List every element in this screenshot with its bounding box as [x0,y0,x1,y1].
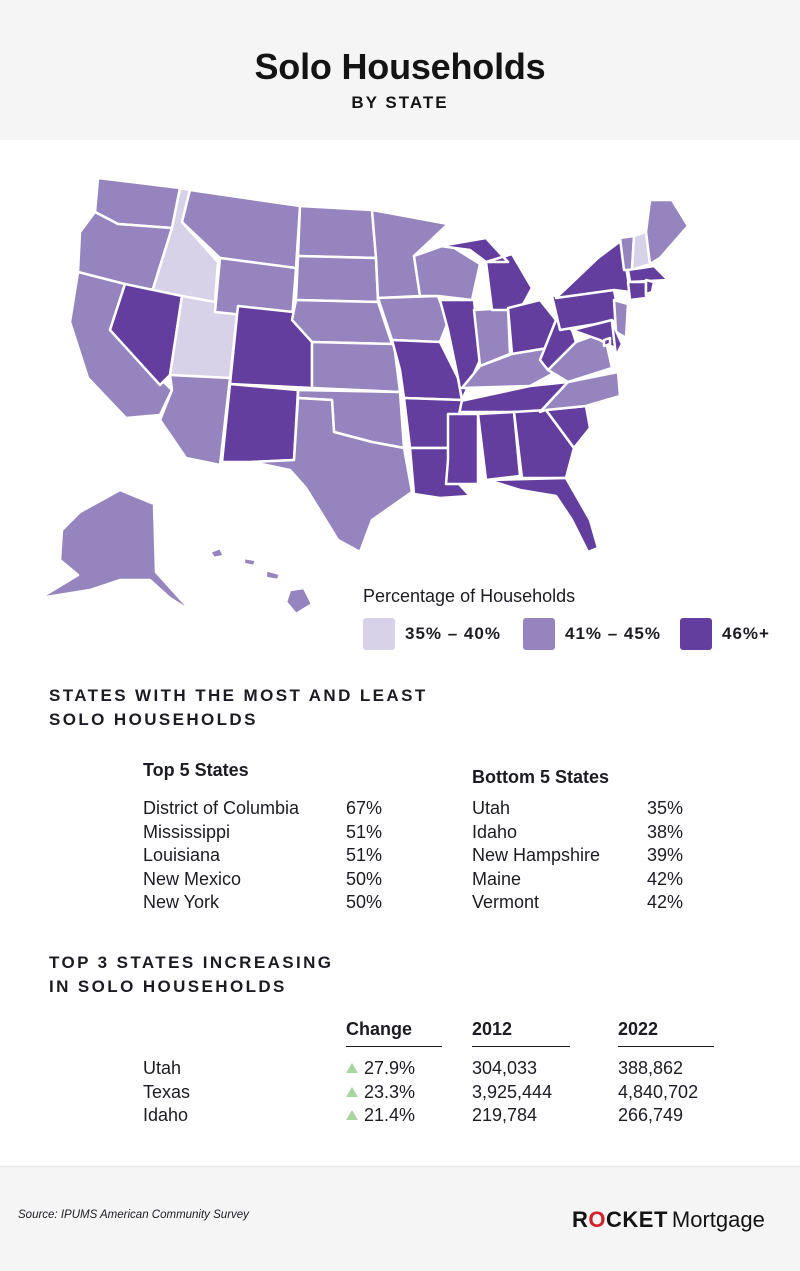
header: Solo Households BY STATE [0,0,800,140]
rocket-mortgage-logo: ROCKET Mortgage [572,1207,765,1233]
table-row-2012: 3,925,444 [472,1081,553,1102]
state-delaware [610,320,624,358]
legend-swatch-low [363,618,395,650]
increasing-title-line2: IN SOLO HOUSEHOLDS [49,977,287,996]
top-state-name: Louisiana [143,845,221,865]
state-north-dakota [296,204,378,260]
increase-arrow-icon [346,1086,358,1097]
table-row-change: 23.3% [346,1082,415,1103]
legend-title: Percentage of Households [363,586,576,606]
increasing-title-line1: TOP 3 STATES INCREASING [49,953,334,972]
table-row-state: Texas [143,1081,191,1102]
state-maine [644,198,690,266]
state-mississippi [444,412,480,486]
top-state-pct: 51% [346,845,383,865]
table-row-state: Utah [143,1058,182,1078]
table-row-2012: 304,033 [472,1058,538,1078]
state-new-jersey [612,298,630,340]
page-subtitle: BY STATE [351,93,449,112]
increase-arrow-icon [346,1110,358,1120]
state-hawaii [208,546,314,616]
top-state-name: New York [143,892,220,912]
change-column-header: Change [346,1019,442,1047]
bottom-state-name: Maine [472,868,522,889]
footer [0,1166,800,1271]
logo-rocket: ROCKET [572,1207,668,1232]
legend-label-low: 35% – 40% [405,624,501,643]
state-michigan [438,236,534,312]
state-connecticut [626,280,648,302]
table-row-state: Idaho [143,1105,189,1125]
legend-label-high: 46%+ [722,624,770,643]
legend-item-high: 46%+ [680,618,770,650]
state-texas [250,396,414,554]
year-2022-column-header: 2022 [618,1019,714,1047]
state-nebraska [290,298,394,346]
state-rhode-island [644,278,656,296]
table-row-change: 21.4% [346,1105,415,1126]
table-row-2012: 219,784 [472,1105,538,1125]
legend-label-mid: 41% – 45% [565,624,661,643]
state-new-york [554,238,632,300]
most-least-title-line2: SOLO HOUSEHOLDS [49,710,258,729]
top-state-name: New Mexico [143,868,242,889]
state-west-virginia [538,318,578,372]
table-row-2022: 4,840,702 [618,1081,699,1102]
bottom-state-name: Utah [472,798,511,818]
bottom-state-pct: 39% [647,845,684,865]
logo-mortgage: Mortgage [671,1207,765,1232]
top-state-pct: 67% [346,798,383,818]
legend-item-low: 35% – 40% [363,618,501,650]
table-row-change: 27.9% [346,1058,415,1079]
state-new-mexico [220,382,300,464]
legend-swatch-mid [523,618,555,650]
page-title: Solo Households [254,46,546,87]
state-nevada [108,282,184,387]
us-choropleth-map [0,150,800,620]
state-alaska [38,488,194,614]
top-state-pct: 50% [346,892,383,912]
bottom-state-name: New Hampshire [472,845,601,865]
bottom-state-pct: 35% [647,798,684,818]
bottom-state-name: Idaho [472,821,518,842]
table-row-2022: 266,749 [618,1105,684,1125]
state-south-dakota [294,254,380,304]
top-state-name: District of Columbia [143,798,300,818]
state-wisconsin [412,242,482,302]
increase-arrow-icon [346,1063,358,1073]
state-florida [486,476,600,554]
table-row-2022: 388,862 [618,1058,684,1078]
state-massachusetts [626,264,670,284]
source-note: Source: IPUMS American Community Survey [18,1209,249,1221]
bottom-state-name: Vermont [472,892,540,912]
top-state-pct: 51% [346,821,383,842]
bottom-state-pct: 42% [647,892,684,912]
legend-swatch-high [680,618,712,650]
state-kansas [310,340,402,394]
top-states-heading: Top 5 States [143,760,249,780]
legend-item-mid: 41% – 45% [523,618,661,650]
year-2012-column-header: 2012 [472,1019,570,1047]
bottom-state-pct: 38% [647,821,684,842]
state-alabama [476,410,522,482]
bottom-state-pct: 42% [647,868,684,889]
most-least-title-line1: STATES WITH THE MOST AND LEAST [49,686,428,705]
state-district-of-columbia [602,336,612,348]
top-state-pct: 50% [346,868,383,889]
bottom-states-heading: Bottom 5 States [472,767,610,787]
top-state-name: Mississippi [143,821,231,842]
